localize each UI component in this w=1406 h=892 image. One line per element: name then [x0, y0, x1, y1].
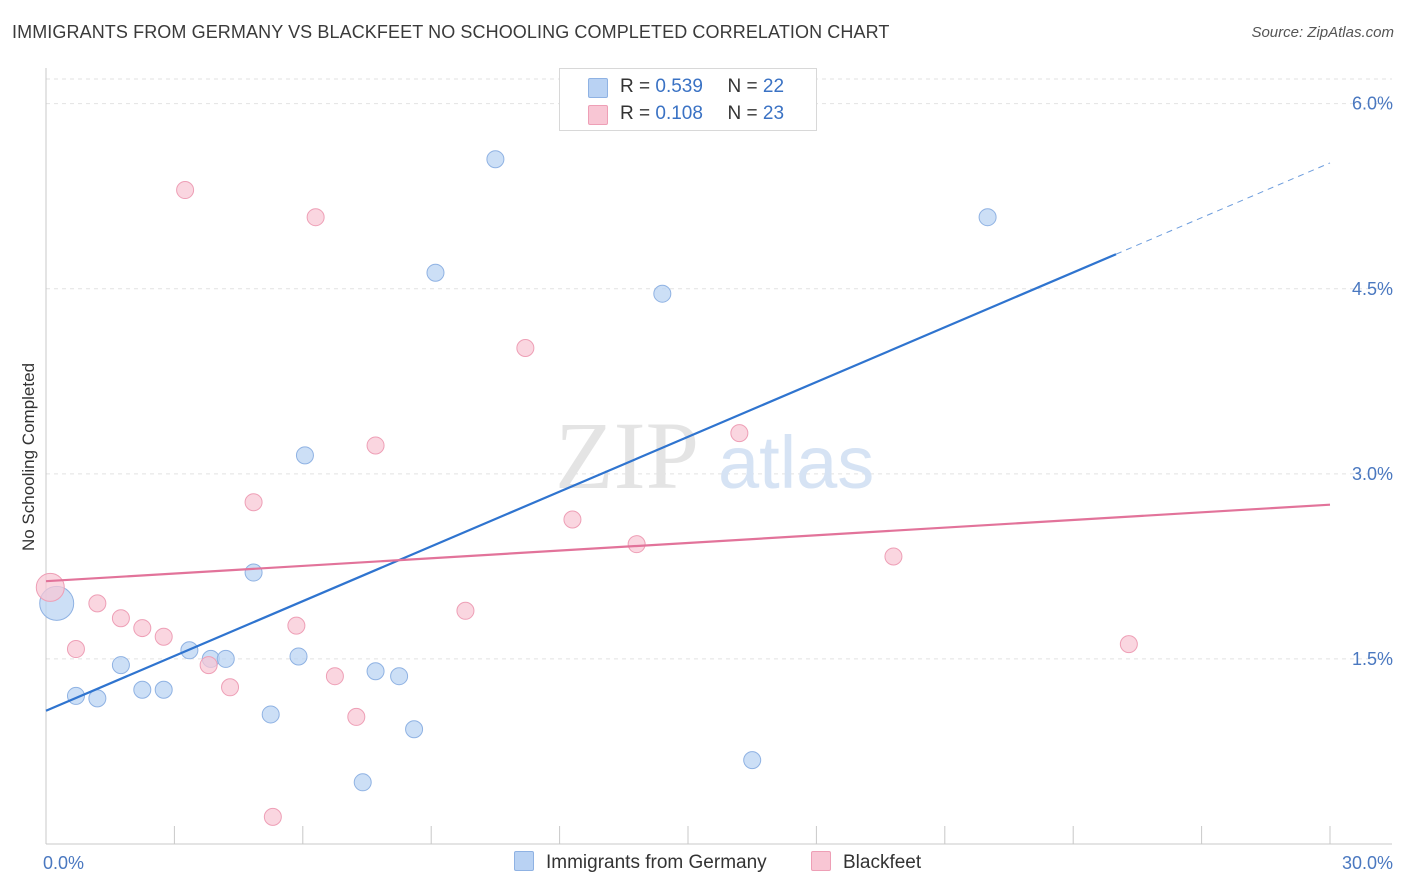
- germany-point: [111, 656, 130, 675]
- blackfeet-point: [366, 436, 385, 455]
- data-points: [35, 150, 1138, 826]
- blackfeet-point: [66, 640, 85, 659]
- source-credit: Source: ZipAtlas.com: [1251, 24, 1394, 41]
- blackfeet-point: [1119, 635, 1138, 654]
- legend-r-value: 0.108: [655, 103, 703, 124]
- blackfeet-point: [244, 493, 263, 512]
- blackfeet-point: [730, 424, 749, 443]
- legend-swatch-pink: [588, 105, 608, 125]
- x-tick-label: 30.0%: [1342, 853, 1393, 873]
- legend-r-label: R =: [620, 76, 651, 97]
- germany-point: [244, 563, 263, 582]
- y-tick-label: 1.5%: [1352, 649, 1393, 669]
- legend-r-label: R =: [620, 103, 651, 124]
- legend-swatch-blue: [588, 78, 608, 98]
- blackfeet-point: [88, 594, 107, 613]
- legend-n-value: 23: [762, 103, 785, 124]
- germany-point: [366, 662, 385, 681]
- germany-point: [653, 284, 672, 303]
- y-tick-label: 3.0%: [1352, 464, 1393, 484]
- germany-point: [133, 680, 152, 699]
- blackfeet-point: [287, 616, 306, 635]
- blackfeet-point: [563, 510, 582, 529]
- x-tick-label: 0.0%: [43, 853, 84, 873]
- germany-point: [743, 751, 762, 770]
- series-legend-blackfeet: Blackfeet: [811, 851, 921, 874]
- germany-point: [295, 446, 314, 465]
- axes: [45, 68, 1392, 845]
- blackfeet-point: [627, 535, 646, 554]
- germany-trend-extension: [1115, 162, 1331, 255]
- series-name-blackfeet: Blackfeet: [843, 852, 922, 873]
- germany-point: [426, 263, 445, 282]
- legend-n-label: N =: [727, 103, 758, 124]
- germany-trend-line: [45, 253, 1117, 712]
- blackfeet-point: [263, 807, 282, 826]
- blackfeet-point: [111, 609, 130, 628]
- germany-point: [486, 150, 505, 169]
- blackfeet-point: [221, 678, 240, 697]
- germany-point: [216, 649, 235, 668]
- watermark-zip: ZIP: [555, 402, 699, 509]
- series-legend-germany: Immigrants from Germany: [514, 851, 767, 874]
- blackfeet-point: [884, 547, 903, 566]
- blackfeet-point: [133, 619, 152, 638]
- y-tick-label: 4.5%: [1352, 279, 1393, 299]
- legend-r-value: 0.539: [655, 76, 703, 97]
- y-tick-label: 6.0%: [1352, 94, 1393, 114]
- germany-point: [289, 647, 308, 666]
- germany-point: [390, 667, 409, 686]
- chart-title: IMMIGRANTS FROM GERMANY VS BLACKFEET NO …: [12, 22, 890, 42]
- trend-lines: [45, 162, 1331, 712]
- blackfeet-point: [325, 667, 344, 686]
- blackfeet-point: [154, 627, 173, 646]
- germany-point: [353, 773, 372, 792]
- germany-point: [154, 680, 173, 699]
- blackfeet-point: [347, 707, 366, 726]
- series-swatch-blue: [514, 851, 534, 871]
- series-name-germany: Immigrants from Germany: [546, 852, 767, 873]
- blackfeet-point: [306, 208, 325, 227]
- germany-point: [978, 208, 997, 227]
- germany-point: [261, 705, 280, 724]
- blackfeet-point: [199, 656, 218, 675]
- series-swatch-pink: [811, 851, 831, 871]
- watermark: ZIP atlas: [555, 402, 874, 509]
- blackfeet-trend-line: [45, 503, 1331, 583]
- legend-n-value: 22: [762, 76, 785, 97]
- blackfeet-point: [516, 338, 535, 357]
- tick-labels: 1.5% 3.0% 4.5% 6.0% 0.0% 30.0%: [43, 94, 1393, 873]
- blackfeet-point: [176, 181, 195, 200]
- stats-legend: R = 0.539 N = 22 R = 0.108 N = 23: [559, 68, 817, 131]
- blackfeet-point: [35, 572, 65, 602]
- y-axis-label: No Schooling Completed: [19, 363, 38, 551]
- legend-n-label: N =: [727, 76, 758, 97]
- germany-point: [405, 720, 424, 739]
- blackfeet-point: [456, 601, 475, 620]
